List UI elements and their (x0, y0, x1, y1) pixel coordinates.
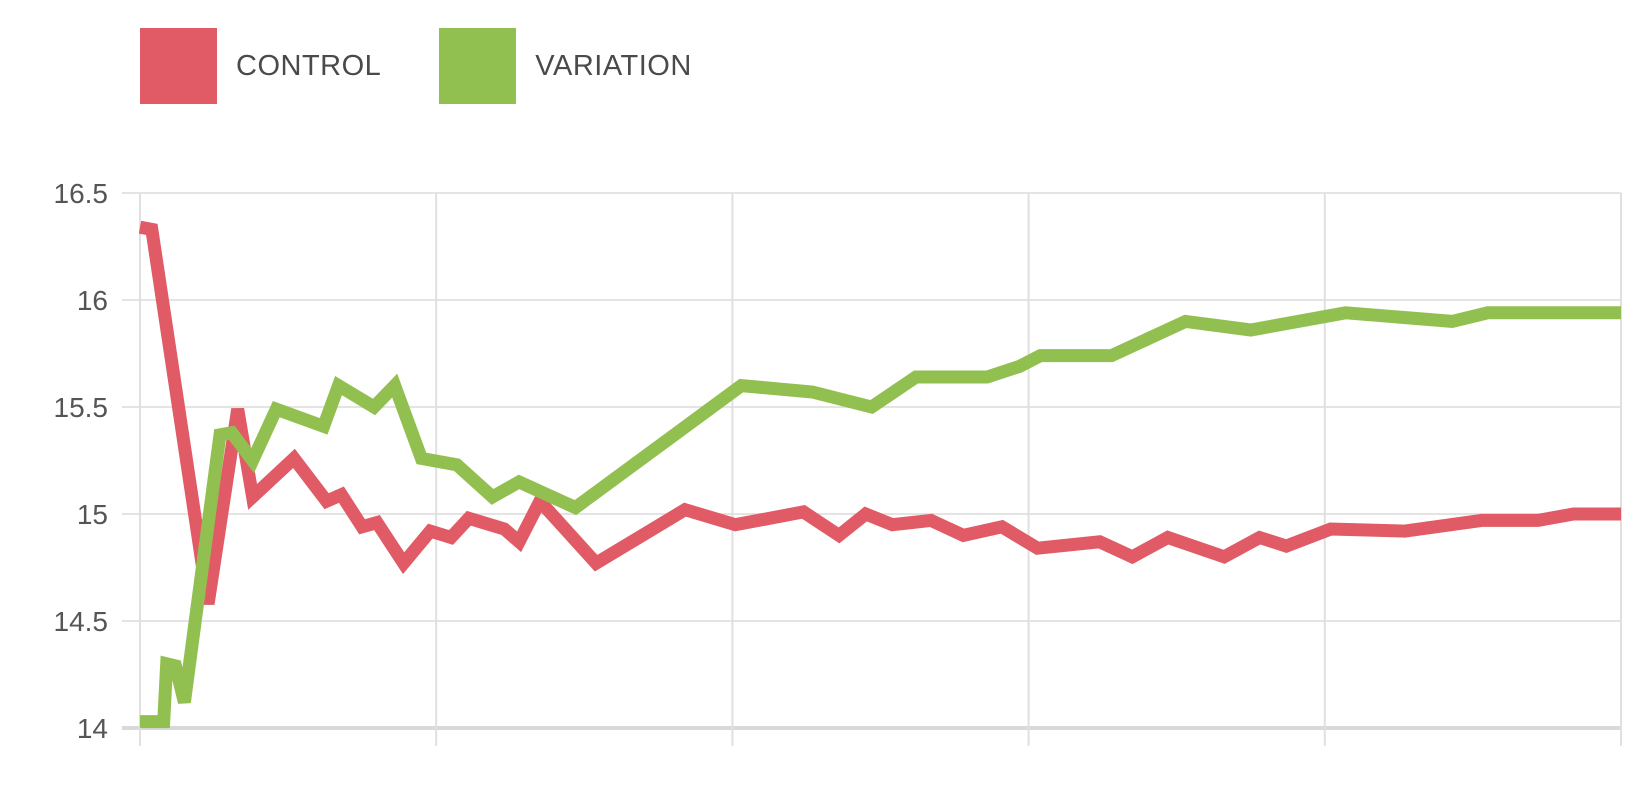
y-tick-label: 15.5 (54, 392, 109, 423)
legend-item-variation[interactable]: VARIATION (439, 28, 692, 104)
y-tick-label: 14.5 (54, 606, 109, 637)
y-tick-label: 16.5 (54, 178, 109, 209)
y-tick-label: 16 (77, 285, 108, 316)
legend-swatch-control (140, 28, 217, 104)
legend-label-variation: VARIATION (535, 49, 692, 82)
series-layer (138, 220, 1621, 729)
series-line-control[interactable] (138, 220, 1621, 605)
y-tick-label: 14 (77, 713, 108, 744)
axis-layer: 16.5 16 15.5 15 14.5 14 (54, 178, 109, 744)
grid-layer (122, 192, 1622, 746)
series-line-variation[interactable] (140, 306, 1621, 729)
legend-item-control[interactable]: CONTROL (140, 28, 381, 104)
legend-label-control: CONTROL (236, 49, 382, 82)
legend-swatch-variation (439, 28, 517, 104)
chart-legend: CONTROL VARIATION (140, 28, 750, 104)
y-tick-label: 15 (77, 499, 108, 530)
